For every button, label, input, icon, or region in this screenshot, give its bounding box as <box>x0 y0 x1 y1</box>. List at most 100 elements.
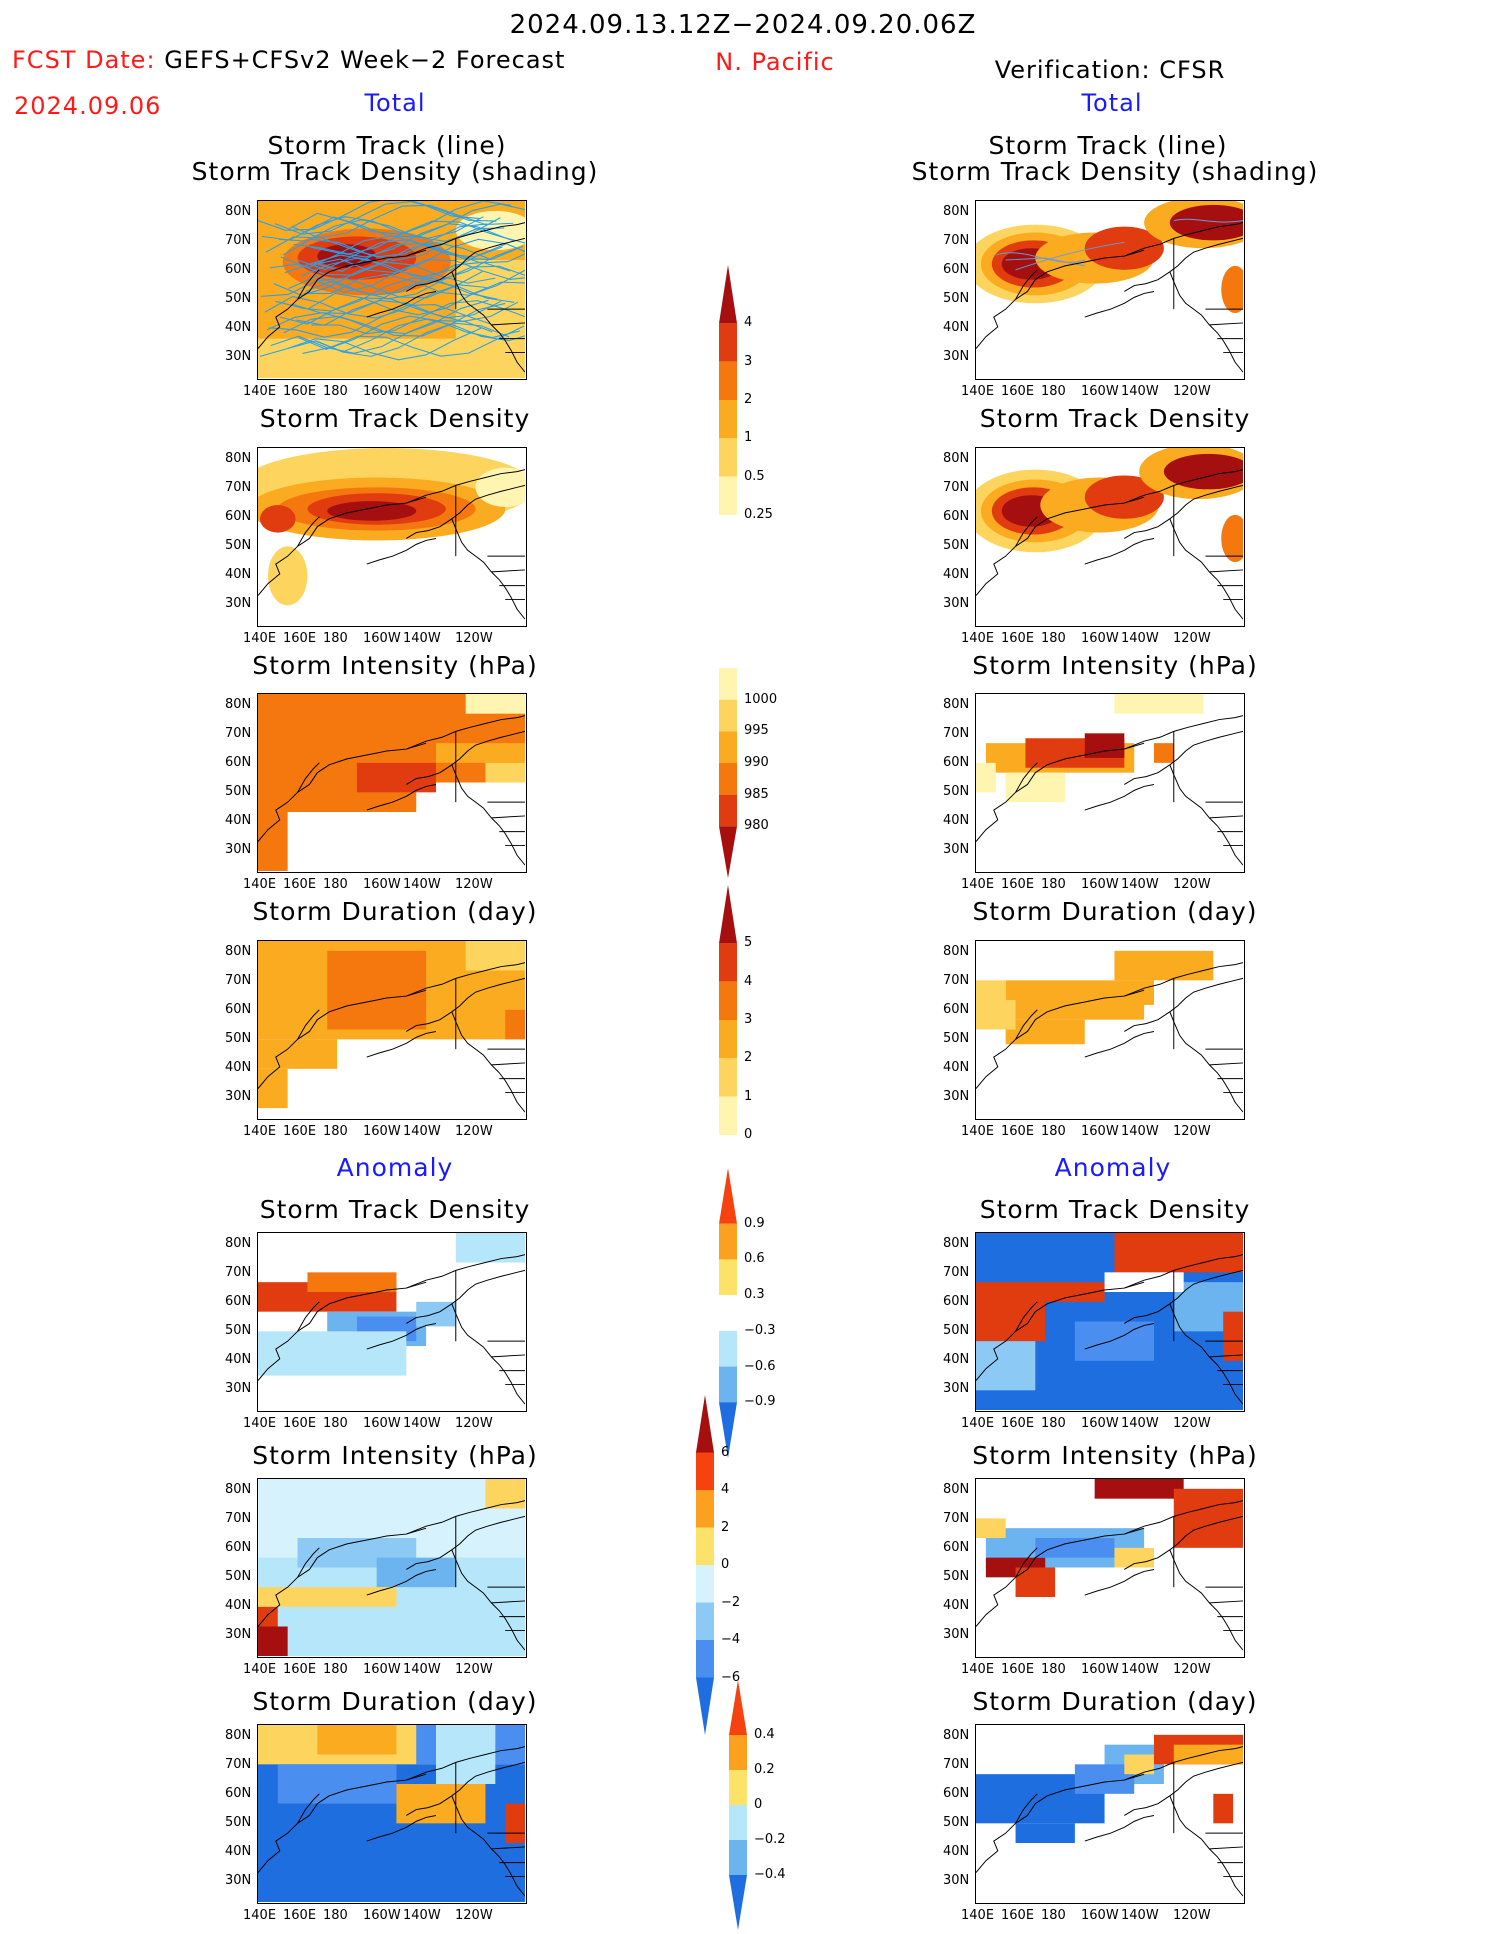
lat-tick-label: 80N <box>943 1236 970 1251</box>
lat-tick-label: 60N <box>225 509 252 524</box>
lon-tick-label: 140E <box>243 1908 277 1923</box>
r1-title-line2: Storm Track Density (shading) <box>911 157 1319 186</box>
lat-tick-label: 70N <box>943 233 970 248</box>
lon-tick-label: 120W <box>455 384 493 399</box>
lat-tick-label: 50N <box>943 784 970 799</box>
lon-tick-label: 140W <box>1121 1124 1159 1139</box>
colorbar-tick-label: 0.2 <box>754 1762 775 1777</box>
lon-tick-label: 160E <box>1001 1908 1035 1923</box>
colorbar-tick-label: 4 <box>744 973 753 989</box>
r1-title-line1: Storm Track (line) <box>988 131 1228 160</box>
lat-tick-label: 50N <box>943 1815 970 1830</box>
lat-tick-label: 70N <box>225 973 252 988</box>
lon-tick-label: 180 <box>323 1416 348 1431</box>
lon-tick-label: 140E <box>961 1908 995 1923</box>
l5-title: Storm Track Density <box>259 1195 531 1224</box>
lon-tick-label: 120W <box>1173 1416 1211 1431</box>
colorbar-tick-label: 1000 <box>744 691 778 707</box>
l3-title: Storm Intensity (hPa) <box>252 651 538 680</box>
lon-tick-label: 140E <box>243 631 277 646</box>
lat-tick-label: 30N <box>225 1381 252 1396</box>
colorbar-tick-label: −0.9 <box>744 1394 776 1410</box>
lat-tick-label: 30N <box>225 842 252 857</box>
lon-tick-label: 180 <box>1041 1908 1066 1923</box>
lat-tick-label: 40N <box>225 567 252 582</box>
colorbar-tick-label: 0.6 <box>744 1251 765 1267</box>
lat-tick-label: 40N <box>225 1352 252 1367</box>
lon-tick-label: 140E <box>243 1124 277 1139</box>
lon-tick-label: 120W <box>1173 631 1211 646</box>
lat-tick-label: 40N <box>943 320 970 335</box>
lat-tick-label: 50N <box>225 1031 252 1046</box>
lon-tick-label: 140E <box>961 1662 995 1677</box>
right-total-label: Total <box>1081 89 1143 117</box>
lon-tick-label: 180 <box>323 631 348 646</box>
lat-tick-label: 30N <box>943 596 970 611</box>
lon-tick-label: 120W <box>455 1662 493 1677</box>
r3-title: Storm Intensity (hPa) <box>972 651 1258 680</box>
lon-tick-label: 140W <box>1121 384 1159 399</box>
colorbar-tick-label: 2 <box>744 392 753 407</box>
colorbar-duration-total: 5 4 3 2 1 0 <box>718 885 752 1159</box>
colorbar-tick-label: 5 <box>744 935 753 951</box>
colorbar-tick-label: 980 <box>744 818 769 834</box>
lat-tick-label: 70N <box>943 1511 970 1526</box>
colorbar-tick-label: 0.5 <box>744 468 765 484</box>
fcst-date: 2024.09.06 <box>14 92 162 120</box>
lat-tick-label: 70N <box>225 233 252 248</box>
lat-tick-label: 60N <box>943 509 970 524</box>
lon-tick-label: 160E <box>1001 1662 1035 1677</box>
lat-tick-label: 30N <box>943 1873 970 1888</box>
colorbar-tick-label: 4 <box>744 315 753 331</box>
colorbar-tick-label: −0.4 <box>754 1867 786 1882</box>
lon-tick-label: 160W <box>363 877 401 892</box>
lon-tick-label: 160W <box>1081 1662 1119 1677</box>
l4-title: Storm Duration (day) <box>252 897 538 926</box>
l7-title: Storm Duration (day) <box>252 1687 538 1716</box>
lon-tick-label: 140W <box>403 384 441 399</box>
fcst-date-label: FCST Date: <box>12 46 156 74</box>
colorbar-intensity-anomaly: 6 4 2 0 −2 −4 −6 <box>695 1395 740 1739</box>
lon-tick-label: 140W <box>403 1416 441 1431</box>
lon-tick-label: 180 <box>1041 1662 1066 1677</box>
l2-title: Storm Track Density <box>259 404 531 433</box>
colorbar-tick-label: 985 <box>744 786 769 802</box>
lon-tick-label: 140W <box>403 877 441 892</box>
lon-tick-label: 140W <box>1121 1416 1159 1431</box>
colorbar-density-total: 4 3 2 1 0.5 0.25 <box>718 265 773 539</box>
lon-tick-label: 180 <box>323 1124 348 1139</box>
map-panel-l5 <box>257 1232 527 1412</box>
lat-tick-label: 50N <box>225 784 252 799</box>
map-panel-l6 <box>257 1478 527 1658</box>
lat-tick-label: 50N <box>225 1323 252 1338</box>
map-panel-r6 <box>975 1478 1245 1658</box>
map-panel-l7 <box>257 1724 527 1904</box>
lon-tick-label: 140E <box>961 1416 995 1431</box>
lon-tick-label: 140W <box>1121 877 1159 892</box>
lon-tick-label: 140W <box>1121 1662 1159 1677</box>
lat-tick-label: 70N <box>225 480 252 495</box>
right-anomaly-label: Anomaly <box>1054 1153 1172 1182</box>
lat-tick-label: 60N <box>225 1540 252 1555</box>
lat-tick-label: 30N <box>225 1089 252 1104</box>
colorbar-intensity-total: 1000 995 990 985 980 <box>718 648 777 882</box>
lat-tick-label: 60N <box>225 1002 252 1017</box>
lon-tick-label: 140W <box>403 631 441 646</box>
lon-tick-label: 160E <box>1001 1416 1035 1431</box>
fcst-line: FCST Date: GEFS+CFSv2 Week−2 Forecast <box>12 46 565 74</box>
lat-tick-label: 30N <box>943 349 970 364</box>
colorbar-tick-label: 3 <box>744 353 753 369</box>
lon-tick-label: 120W <box>455 1416 493 1431</box>
valid-period-title: 2024.09.13.12Z−2024.09.20.06Z <box>509 10 977 40</box>
lat-tick-label: 70N <box>225 726 252 741</box>
lon-tick-label: 160E <box>283 1908 317 1923</box>
lat-tick-label: 70N <box>943 1757 970 1772</box>
lon-tick-label: 160E <box>1001 631 1035 646</box>
lon-tick-label: 120W <box>455 877 493 892</box>
lat-tick-label: 40N <box>225 1060 252 1075</box>
lat-tick-label: 50N <box>943 1569 970 1584</box>
colorbar-tick-label: 6 <box>721 1444 730 1460</box>
colorbar-tick-label: 2 <box>744 1050 753 1066</box>
lon-tick-label: 120W <box>455 1124 493 1139</box>
